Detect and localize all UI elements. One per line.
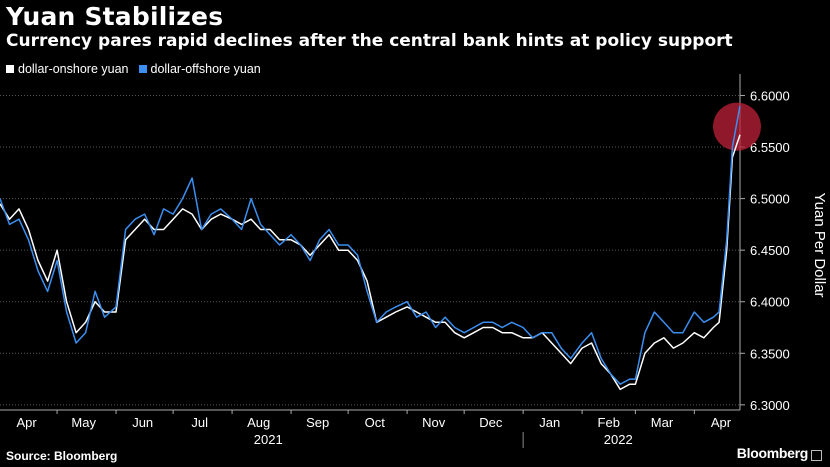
x-tick-label-4: Aug xyxy=(247,415,270,430)
x-tick-label-7: Nov xyxy=(422,415,446,430)
x-tick-label-6: Oct xyxy=(365,415,386,430)
x-tick-label-5: Sep xyxy=(306,415,329,430)
x-tick-label-9: Jan xyxy=(539,415,560,430)
chart-subtitle: Currency pares rapid declines after the … xyxy=(6,31,733,51)
legend: dollar-onshore yuan dollar-offshore yuan xyxy=(6,62,261,76)
x-year-label-1: 2022 xyxy=(604,432,633,447)
legend-label-offshore: dollar-offshore yuan xyxy=(150,62,261,76)
x-axis-ticks: Apr May Jun Jul Aug Sep Oct Nov Dec Jan Feb Mar Apr 2… xyxy=(17,410,732,448)
source-note: Source: Bloomberg xyxy=(6,449,118,463)
x-tick-label-11: Mar xyxy=(651,415,674,430)
chart-title: Yuan Stabilizes xyxy=(6,2,224,31)
legend-label-onshore: dollar-onshore yuan xyxy=(18,62,129,76)
legend-item-onshore: dollar-onshore yuan xyxy=(6,62,129,76)
y-axis-label: Yuan Per Dollar xyxy=(811,192,828,297)
brand-logo-text: Bloomberg xyxy=(736,445,809,461)
x-tick-label-1: May xyxy=(71,415,96,430)
y-tick-label-6: 6.3000 xyxy=(750,398,790,413)
y-tick-label-0: 6.6000 xyxy=(750,88,790,103)
x-tick-label-12: Apr xyxy=(711,415,732,430)
y-tick-label-4: 6.4000 xyxy=(750,295,790,310)
series-line-offshore xyxy=(0,105,741,385)
legend-swatch-onshore xyxy=(6,65,14,73)
legend-swatch-offshore xyxy=(138,65,147,73)
x-tick-label-0: Apr xyxy=(17,415,38,430)
x-year-label-0: 2021 xyxy=(254,432,283,447)
x-tick-label-3: Jul xyxy=(191,415,208,430)
series-layer xyxy=(0,105,741,391)
x-tick-label-10: Feb xyxy=(598,415,620,430)
legend-item-offshore: dollar-offshore yuan xyxy=(138,62,261,76)
gridlines xyxy=(0,94,740,411)
highlight-circle xyxy=(713,102,761,151)
series-line-onshore xyxy=(0,134,741,391)
y-axis-ticks: 6.6000 6.5500 6.5000 6.4500 6.4000 6.3500 6.30… xyxy=(739,74,790,413)
x-tick-label-2: Jun xyxy=(132,415,153,430)
x-tick-label-8: Dec xyxy=(479,415,503,430)
brand-mark-icon xyxy=(811,450,822,461)
y-tick-label-1: 6.5500 xyxy=(750,140,790,155)
y-tick-label-5: 6.3500 xyxy=(750,346,790,361)
highlight-layer xyxy=(713,102,761,151)
y-tick-label-3: 6.4500 xyxy=(750,243,790,258)
y-tick-label-2: 6.5000 xyxy=(750,192,790,207)
